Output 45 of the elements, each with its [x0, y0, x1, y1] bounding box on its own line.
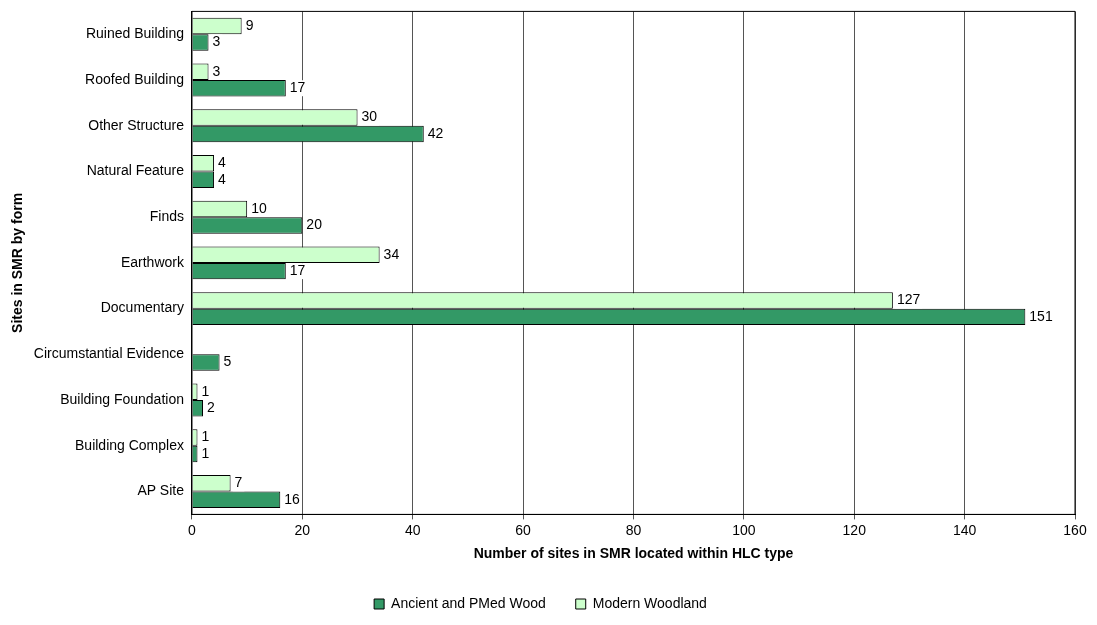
data-label: 5 — [223, 353, 232, 370]
data-label: 1 — [201, 382, 210, 399]
x-tick-label: 140 — [952, 521, 977, 538]
y-tick-label: Building Foundation — [60, 390, 184, 407]
y-tick-label: Building Complex — [75, 436, 184, 453]
y-tick-label: Documentary — [100, 299, 184, 316]
y-tick-label: Natural Feature — [86, 162, 185, 179]
data-label: 4 — [218, 170, 227, 187]
data-label: 2 — [207, 399, 216, 416]
legend-label: Modern Woodland — [592, 594, 707, 611]
x-tick-label: 120 — [842, 521, 867, 538]
data-label: 34 — [383, 245, 400, 262]
data-label: 16 — [284, 490, 301, 507]
y-tick-label: Earthwork — [120, 253, 185, 270]
y-tick-label: Ruined Building — [85, 25, 184, 42]
x-tick-label: 160 — [1063, 521, 1087, 538]
x-tick-label: 40 — [404, 521, 421, 538]
data-label: 9 — [245, 16, 254, 33]
data-label: 4 — [218, 154, 227, 171]
y-tick-label: Other Structure — [88, 116, 185, 133]
data-label: 7 — [234, 474, 243, 491]
data-label: 3 — [212, 62, 221, 79]
data-label: 151 — [1029, 307, 1053, 324]
y-tick-label: Circumstantial Evidence — [33, 345, 185, 362]
data-label: 42 — [427, 124, 444, 141]
data-label: 127 — [896, 291, 921, 308]
x-tick-label: 60 — [515, 521, 532, 538]
y-axis-title: Sites in SMR by form — [9, 192, 26, 333]
y-tick-label: AP Site — [137, 482, 185, 499]
x-tick-label: 20 — [294, 521, 311, 538]
x-tick-label: 100 — [732, 521, 756, 538]
data-label: 30 — [361, 108, 378, 125]
data-label: 3 — [212, 33, 221, 50]
x-tick-label: 80 — [625, 521, 642, 538]
x-tick-label: 0 — [188, 521, 197, 538]
y-tick-label: Roofed Building — [85, 70, 184, 87]
data-label: 17 — [289, 261, 306, 278]
data-label: 20 — [306, 216, 323, 233]
data-label: 1 — [201, 444, 210, 461]
x-axis-title: Number of sites in SMR located within HLC type — [473, 545, 794, 562]
y-tick-label: Finds — [149, 208, 184, 225]
data-label: 17 — [289, 79, 306, 96]
data-label: 1 — [201, 428, 210, 445]
data-label: 10 — [251, 199, 267, 216]
legend-label: Ancient and PMed Wood — [391, 594, 546, 611]
